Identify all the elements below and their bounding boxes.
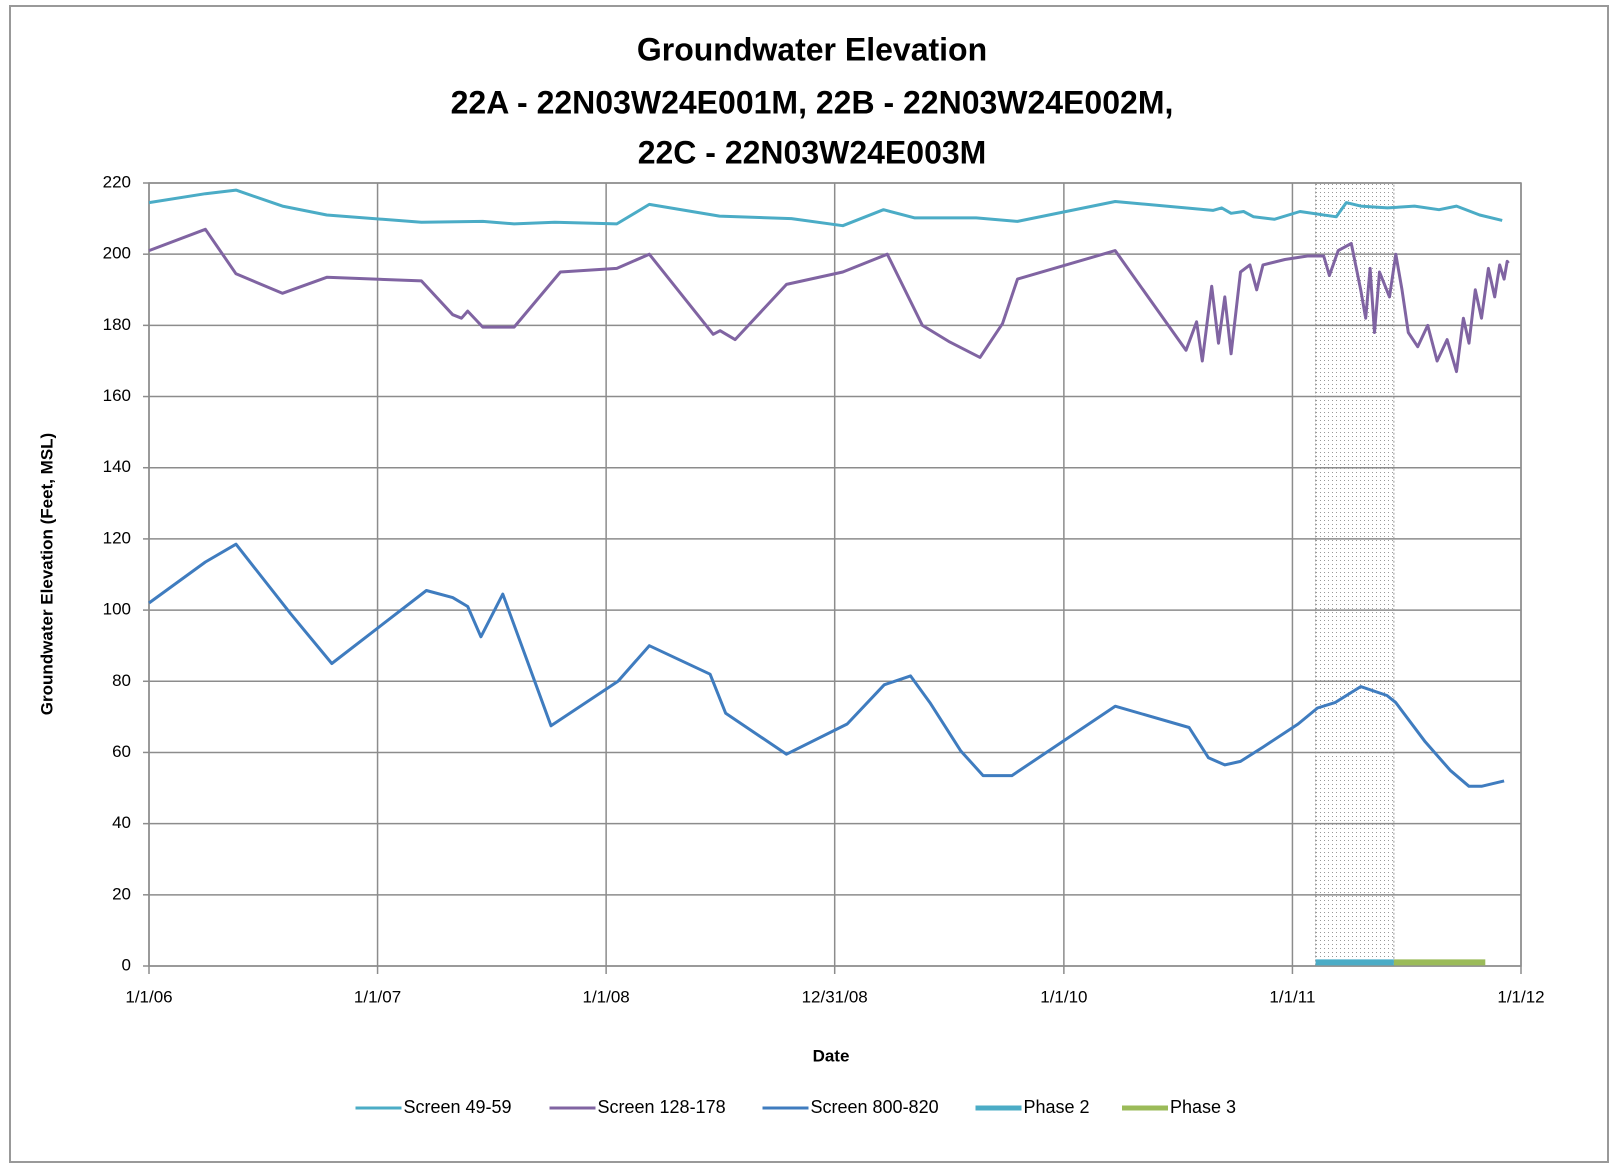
x-tick-label: 1/1/10 — [1040, 987, 1087, 1006]
y-tick-label: 220 — [103, 172, 131, 191]
chart-subtitle: 22A - 22N03W24E001M, 22B - 22N03W24E002M… — [451, 84, 1174, 120]
x-tick-label: 1/1/07 — [354, 987, 401, 1006]
x-axis-label: Date — [813, 1046, 850, 1065]
legend-label: Screen 128-178 — [598, 1097, 726, 1117]
y-tick-label: 20 — [112, 884, 131, 903]
chart-title: Groundwater Elevation — [637, 31, 987, 67]
series-line — [148, 542, 1505, 788]
y-tick-label: 80 — [112, 671, 131, 690]
y-tick-label: 60 — [112, 742, 131, 761]
y-tick-label: 140 — [103, 457, 131, 476]
y-tick-label: 180 — [103, 315, 131, 334]
y-tick-label: 160 — [103, 386, 131, 405]
y-tick-label: 0 — [122, 955, 131, 974]
legend-label: Screen 800-820 — [811, 1097, 939, 1117]
chart-subtitle: 22C - 22N03W24E003M — [638, 134, 987, 170]
x-tick-label: 1/1/08 — [582, 987, 629, 1006]
legend-label: Phase 3 — [1170, 1097, 1236, 1117]
y-tick-label: 100 — [103, 600, 131, 619]
legend-label: Phase 2 — [1024, 1097, 1090, 1117]
y-tick-label: 120 — [103, 528, 131, 547]
y-axis-label: Groundwater Elevation (Feet, MSL) — [37, 433, 56, 715]
legend-label: Screen 49-59 — [404, 1097, 512, 1117]
x-tick-label: 12/31/08 — [802, 987, 868, 1006]
y-tick-label: 200 — [103, 244, 131, 263]
plot-border — [148, 182, 1522, 967]
series-line — [148, 227, 1510, 374]
x-tick-label: 1/1/12 — [1497, 987, 1544, 1006]
phase-window — [1315, 182, 1395, 967]
x-tick-label: 1/1/11 — [1269, 987, 1315, 1006]
x-tick-label: 1/1/06 — [125, 987, 172, 1006]
y-tick-label: 40 — [112, 813, 131, 832]
series-line — [148, 188, 1503, 228]
